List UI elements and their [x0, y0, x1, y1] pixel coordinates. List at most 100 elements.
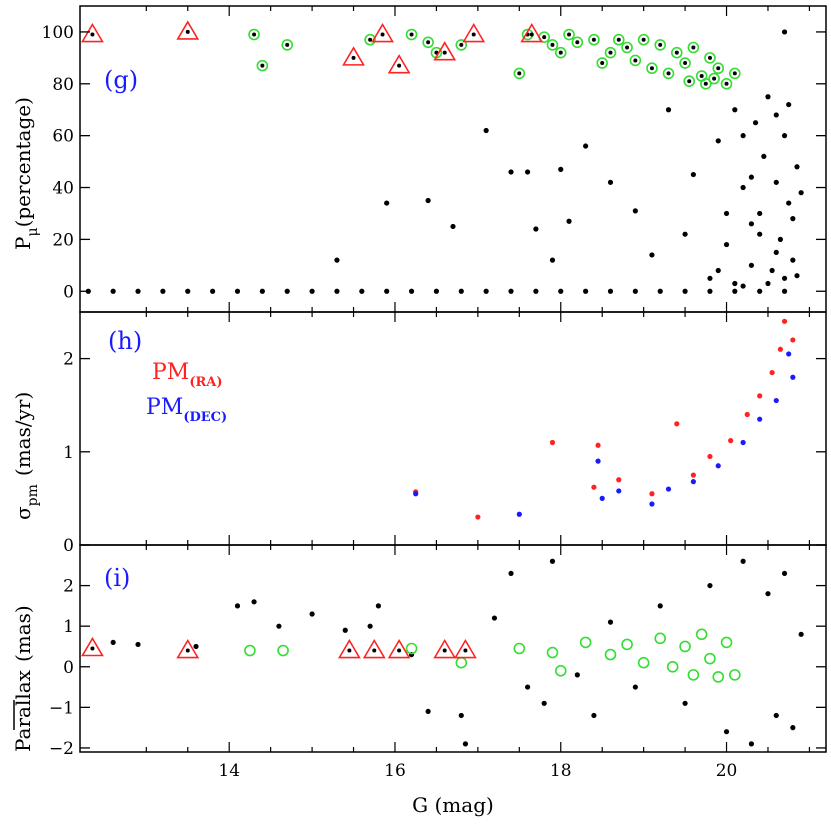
panel-g-series0-point-41 — [607, 179, 614, 185]
panel-h-series1-point-8 — [715, 463, 721, 469]
panel-g: 0 20 40 60 80 100 (g) Pμ(percentage) — [11, 5, 827, 313]
svg-text:2: 2 — [63, 350, 74, 370]
x-tick-label-2: 18 — [550, 761, 572, 781]
panel-i-series0-point-15 — [525, 684, 531, 690]
panel-i-series1-point-11 — [654, 632, 667, 645]
panel-g-series0-point-54 — [757, 210, 763, 217]
panel-g-letter: (g) — [104, 66, 138, 94]
panel-g-ytick-0: 0 — [63, 282, 826, 302]
panel-i-series0-point-32 — [798, 631, 804, 637]
panel-g-series1-point-21 — [637, 33, 650, 46]
svg-text:60: 60 — [52, 127, 74, 147]
panel-g-series0-point-50 — [732, 107, 738, 113]
panel-i-series0-point-2 — [193, 643, 199, 650]
panel-h-series1-point-12 — [786, 351, 792, 357]
panel-g-series1-point-20 — [629, 54, 642, 67]
panel-g-series1-point-12 — [554, 46, 567, 59]
panel-g-series0-point-9 — [309, 288, 315, 294]
panel-h-series1-point-4 — [616, 488, 622, 494]
panel-h-ytick-2: 2 — [63, 350, 826, 370]
panel-h-series1-point-5 — [649, 501, 655, 507]
panel-g-series0-point-60 — [781, 133, 788, 139]
panel-h-series1-point-7 — [690, 479, 696, 485]
panel-g-series0-point-57 — [769, 267, 775, 274]
panel-g-series0-point-58 — [773, 179, 779, 185]
panel-i-series0-point-30 — [781, 570, 788, 577]
panel-g-series1-point-29 — [704, 52, 716, 64]
panel-g-series0-point-10 — [334, 288, 340, 294]
panel-g-series0-point-14 — [433, 288, 440, 294]
panel-g-series0-point-63 — [794, 164, 800, 170]
panel-g-series0-point-64 — [765, 280, 771, 287]
panel-g-series0-point-38 — [558, 166, 564, 172]
panel-h-series1-point-2 — [595, 458, 601, 464]
svg-text:1: 1 — [63, 617, 74, 637]
panel-h-series0-point-7 — [674, 421, 680, 427]
panel-i-series1-point-12 — [666, 660, 679, 673]
panel-i-series1-point-13 — [679, 640, 691, 653]
panel-h-series1-point-9 — [740, 439, 746, 446]
panel-i-series0-point-28 — [765, 591, 771, 597]
panel-g-series1-point-27 — [687, 41, 700, 54]
panel-g-series1-point-1 — [256, 59, 269, 72]
panel-g-series2-point-7 — [520, 22, 544, 43]
panel-g-series0-point-35 — [525, 169, 531, 175]
panel-g-series0-point-55 — [761, 153, 767, 160]
panel-h-frame — [79, 311, 827, 546]
panel-h-series1-point-11 — [773, 397, 779, 404]
panel-h-series0-point-4 — [591, 484, 597, 490]
panel-i-series0-point-33 — [462, 741, 469, 747]
panel-g-series1-point-19 — [621, 41, 633, 54]
panel-i-series0-point-9 — [375, 603, 381, 609]
panel-i-series1-point-9 — [621, 638, 633, 651]
svg-text:100: 100 — [42, 23, 74, 43]
panel-i-series1-point-1 — [277, 644, 289, 657]
panel-g-series1-point-25 — [670, 46, 683, 59]
panel-g-series0-point-6 — [234, 288, 241, 294]
panel-i-series0-point-17 — [549, 558, 556, 564]
panel-i-series2-point-2 — [337, 638, 361, 659]
panel-h-series1-point-0 — [413, 491, 419, 497]
panel-h-series0-point-13 — [769, 369, 775, 376]
panel-g-series2-point-4 — [387, 54, 411, 74]
panel-g-series0-point-78 — [740, 283, 746, 289]
panel-g-series1-point-30 — [712, 62, 725, 75]
panel-h-letter: (h) — [108, 327, 142, 355]
panel-g-series0-point-65 — [773, 249, 779, 255]
panel-g-series1-point-34 — [683, 75, 696, 88]
panel-i-marks — [81, 558, 804, 747]
panel-g-series2-point-6 — [462, 22, 486, 43]
panel-h: 0 1 2 (h) PM(RA) PM(DEC) σpm(mas/yr) — [11, 311, 827, 556]
panel-g-series0-point-7 — [259, 288, 265, 294]
panel-h-series0-point-2 — [549, 439, 556, 446]
svg-text:0: 0 — [63, 282, 74, 302]
panel-g-series0-point-39 — [566, 218, 572, 224]
panel-i-series0-point-11 — [425, 708, 431, 715]
panel-g-series1-point-14 — [571, 36, 584, 49]
panel-g-series0-point-19 — [558, 288, 564, 294]
panel-i-series0-point-25 — [723, 729, 730, 735]
panel-i-series0-point-0 — [110, 639, 116, 646]
svg-text:−2: −2 — [49, 739, 74, 759]
panel-g-series0-point-5 — [210, 288, 216, 294]
panel-h-series0-point-12 — [757, 393, 763, 399]
panel-g-series0-point-23 — [657, 288, 663, 294]
panel-g-series0-point-67 — [757, 231, 763, 237]
panel-h-ytick-1: 1 — [63, 443, 826, 463]
panel-h-series0-point-6 — [649, 491, 655, 497]
panel-g-series0-point-66 — [781, 275, 788, 281]
panel-g-series1-point-33 — [700, 77, 712, 90]
panel-h-series1-point-6 — [665, 486, 672, 492]
panel-h-series1-point-3 — [599, 495, 605, 501]
svg-text:20: 20 — [52, 230, 74, 250]
panel-g-series0-point-32 — [450, 223, 456, 230]
panel-g-ytick-1: 20 — [52, 230, 826, 250]
panel-g-series1-point-26 — [679, 57, 691, 69]
svg-text:0: 0 — [63, 658, 74, 678]
panel-i-series0-point-7 — [342, 627, 348, 633]
panel-h-series0-point-3 — [595, 442, 601, 448]
panel-i-series0-point-26 — [740, 558, 746, 564]
panel-h-ylabel: σpm(mas/yr) — [11, 392, 41, 520]
panel-h-series0-point-16 — [790, 337, 796, 343]
